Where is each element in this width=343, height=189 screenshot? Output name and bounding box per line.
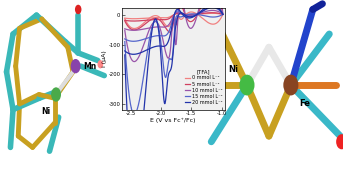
- Text: Ni: Ni: [42, 107, 51, 116]
- Text: Fe: Fe: [299, 99, 310, 108]
- Legend: 0 mmol L⁻¹, 5 mmol L⁻¹, 10 mmol L⁻¹, 15 mmol L⁻¹, 20 mmol L⁻¹: 0 mmol L⁻¹, 5 mmol L⁻¹, 10 mmol L⁻¹, 15 …: [184, 68, 223, 106]
- Y-axis label: i (μA): i (μA): [102, 50, 107, 67]
- Circle shape: [97, 60, 103, 68]
- Circle shape: [75, 5, 81, 14]
- Circle shape: [51, 87, 61, 102]
- Circle shape: [336, 134, 343, 149]
- Circle shape: [239, 75, 255, 95]
- Text: Ni: Ni: [228, 65, 238, 74]
- X-axis label: E (V vs Fc⁺/Fc): E (V vs Fc⁺/Fc): [151, 118, 196, 123]
- Circle shape: [283, 75, 298, 95]
- Circle shape: [71, 59, 81, 73]
- Text: Mn: Mn: [83, 62, 97, 71]
